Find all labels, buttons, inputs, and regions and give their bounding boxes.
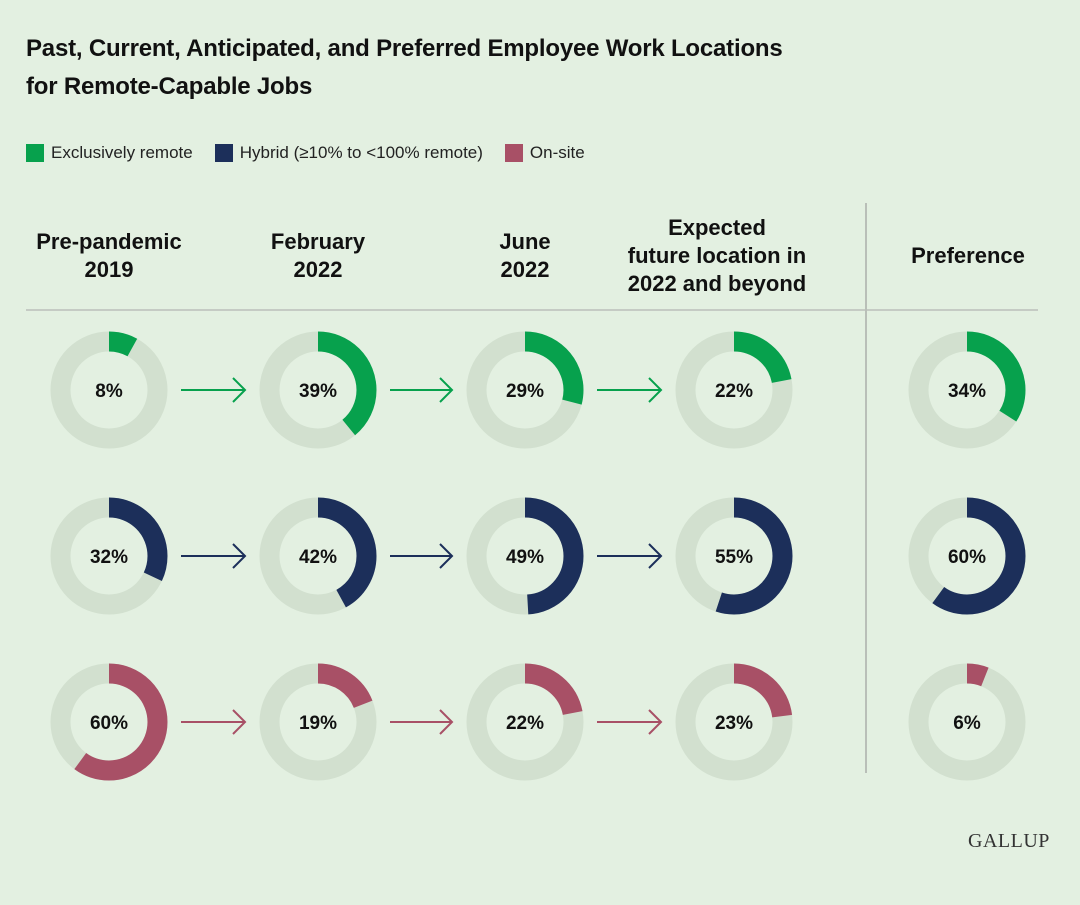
donut-value-label: 29% bbox=[506, 381, 544, 402]
chart-title: Past, Current, Anticipated, and Preferre… bbox=[26, 30, 926, 106]
donut-value-label: 39% bbox=[299, 381, 337, 402]
column-header-line: Preference bbox=[911, 243, 1025, 268]
column-header-jun2022: June 2022 bbox=[415, 228, 635, 284]
arrow-hybrid-10-to-100-remote-1 bbox=[390, 543, 454, 569]
donut-hybrid-10-to-100-remote-4: 60% bbox=[908, 497, 1026, 615]
donut-arc-on-site bbox=[466, 663, 584, 781]
chart-title-line1: Past, Current, Anticipated, and Preferre… bbox=[26, 35, 783, 62]
donut-value-label: 34% bbox=[948, 381, 986, 402]
arrow-hybrid-10-to-100-remote-0 bbox=[181, 543, 247, 569]
donut-value-label: 19% bbox=[299, 713, 337, 734]
legend-label-hybrid: Hybrid (≥10% to <100% remote) bbox=[239, 143, 483, 162]
donut-arc-on-site bbox=[259, 663, 377, 781]
arrow-on-site-2 bbox=[597, 709, 663, 735]
donut-exclusively-remote-3: 22% bbox=[675, 331, 793, 449]
legend-item-hybrid: Hybrid (≥10% to <100% remote) bbox=[214, 143, 483, 163]
column-header-line: February bbox=[270, 229, 366, 254]
donut-arc-hybrid-10-to-100-remote bbox=[908, 497, 1026, 615]
legend-swatch-hybrid bbox=[214, 144, 233, 162]
donut-value-label: 23% bbox=[715, 713, 753, 734]
column-header-preference: Preference bbox=[858, 242, 1078, 270]
donut-hybrid-10-to-100-remote-3: 55% bbox=[675, 497, 793, 615]
column-header-line: 2019 bbox=[84, 257, 134, 282]
donut-on-site-3: 23% bbox=[675, 663, 793, 781]
donut-arc-exclusively-remote bbox=[908, 331, 1026, 449]
donut-on-site-2: 22% bbox=[466, 663, 584, 781]
arrow-exclusively-remote-1 bbox=[390, 377, 454, 403]
arrow-exclusively-remote-2 bbox=[597, 377, 663, 403]
donut-arc-exclusively-remote bbox=[466, 331, 584, 449]
column-header-feb2022: February 2022 bbox=[208, 228, 428, 284]
column-header-line: Pre-pandemic bbox=[36, 229, 182, 254]
donut-arc-on-site bbox=[50, 663, 168, 781]
donut-arc-exclusively-remote bbox=[50, 331, 168, 449]
legend-item-remote: Exclusively remote bbox=[26, 143, 193, 163]
preference-divider bbox=[865, 203, 867, 773]
legend-item-onsite: On-site bbox=[504, 143, 585, 163]
legend: Exclusively remote Hybrid (≥10% to <100%… bbox=[26, 143, 607, 163]
donut-exclusively-remote-2: 29% bbox=[466, 331, 584, 449]
legend-swatch-remote bbox=[26, 144, 44, 162]
arrow-exclusively-remote-0 bbox=[181, 377, 247, 403]
column-header-line: 2022 and beyond bbox=[627, 271, 807, 296]
donut-value-label: 32% bbox=[90, 547, 128, 568]
donut-arc-hybrid-10-to-100-remote bbox=[259, 497, 377, 615]
donut-exclusively-remote-1: 39% bbox=[259, 331, 377, 449]
donut-on-site-0: 60% bbox=[50, 663, 168, 781]
donut-value-label: 8% bbox=[95, 381, 123, 402]
chart-title-line2: for Remote-Capable Jobs bbox=[26, 73, 313, 100]
column-header-line: June bbox=[499, 229, 551, 254]
donut-value-label: 49% bbox=[506, 547, 544, 568]
donut-hybrid-10-to-100-remote-2: 49% bbox=[466, 497, 584, 615]
donut-value-label: 60% bbox=[948, 547, 986, 568]
legend-label-onsite: On-site bbox=[529, 143, 585, 162]
donut-on-site-1: 19% bbox=[259, 663, 377, 781]
arrow-on-site-1 bbox=[390, 709, 454, 735]
gallup-logo: GALLUP bbox=[968, 830, 1050, 852]
column-header-prepandemic: Pre-pandemic 2019 bbox=[0, 228, 219, 284]
donut-hybrid-10-to-100-remote-0: 32% bbox=[50, 497, 168, 615]
donut-hybrid-10-to-100-remote-1: 42% bbox=[259, 497, 377, 615]
column-header-line: Expected bbox=[668, 215, 766, 240]
donut-arc-on-site bbox=[675, 663, 793, 781]
donut-value-label: 55% bbox=[715, 547, 753, 568]
column-header-line: 2022 bbox=[293, 257, 343, 282]
donut-on-site-4: 6% bbox=[908, 663, 1026, 781]
donut-exclusively-remote-0: 8% bbox=[50, 331, 168, 449]
donut-arc-hybrid-10-to-100-remote bbox=[50, 497, 168, 615]
arrow-hybrid-10-to-100-remote-2 bbox=[597, 543, 663, 569]
header-divider bbox=[26, 309, 1038, 311]
column-header-line: 2022 bbox=[500, 257, 550, 282]
donut-value-label: 6% bbox=[953, 713, 981, 734]
legend-swatch-onsite bbox=[504, 144, 523, 162]
donut-arc-on-site bbox=[908, 663, 1026, 781]
donut-value-label: 60% bbox=[90, 713, 128, 734]
donut-exclusively-remote-4: 34% bbox=[908, 331, 1026, 449]
donut-arc-exclusively-remote bbox=[675, 331, 793, 449]
donut-value-label: 22% bbox=[506, 713, 544, 734]
column-header-expected: Expected future location in 2022 and bey… bbox=[607, 214, 827, 298]
legend-label-remote: Exclusively remote bbox=[51, 143, 193, 162]
donut-value-label: 22% bbox=[715, 381, 753, 402]
donut-value-label: 42% bbox=[299, 547, 337, 568]
donut-arc-exclusively-remote bbox=[259, 331, 377, 449]
column-header-line: future location in bbox=[627, 243, 807, 268]
arrow-on-site-0 bbox=[181, 709, 247, 735]
donut-arc-hybrid-10-to-100-remote bbox=[675, 497, 793, 615]
donut-arc-hybrid-10-to-100-remote bbox=[466, 497, 584, 615]
